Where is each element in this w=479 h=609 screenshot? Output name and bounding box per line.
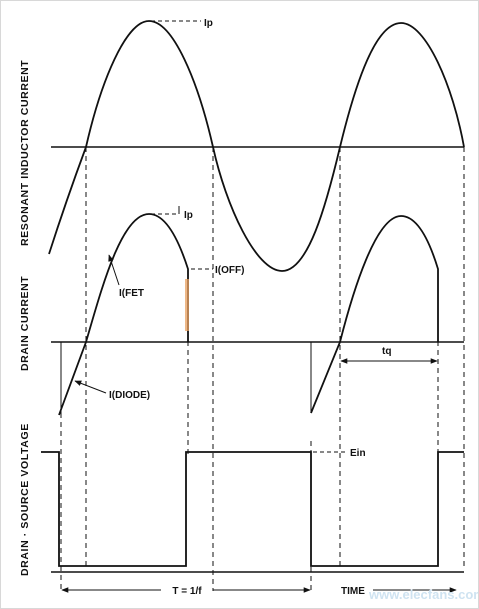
period-label: T = 1/f: [172, 586, 202, 597]
ein-label: Ein: [350, 448, 366, 459]
resonant-current-waveform: [48, 20, 465, 272]
time-label: TIME: [341, 586, 365, 597]
ifet-label: I(FET: [119, 288, 144, 299]
drain-source-axis-label: DRAIN · SOURCE VOLTAGE: [19, 423, 31, 576]
drain-current-axis-label: DRAIN CURRENT: [19, 276, 31, 371]
watermark: www.elecfans.com: [368, 587, 479, 602]
ifet-pointer: [108, 254, 120, 286]
guide-lines: [60, 147, 465, 591]
drain-source-voltage-waveform: [41, 451, 464, 567]
drain-current-waveform-2: [310, 215, 439, 414]
resonant-axis-label: RESONANT INDUCTOR CURRENT: [19, 60, 31, 246]
ioff-label: I(OFF): [215, 265, 244, 276]
ioff-highlight: [185, 279, 189, 331]
ip-top-label: Ip: [204, 18, 213, 29]
idiode-label: I(DIODE): [109, 390, 150, 401]
tq-label: tq: [382, 346, 391, 357]
drain-current-waveform-1: [58, 213, 189, 416]
idiode-pointer: [74, 380, 107, 394]
ip-mid-label: Ip: [184, 210, 193, 221]
